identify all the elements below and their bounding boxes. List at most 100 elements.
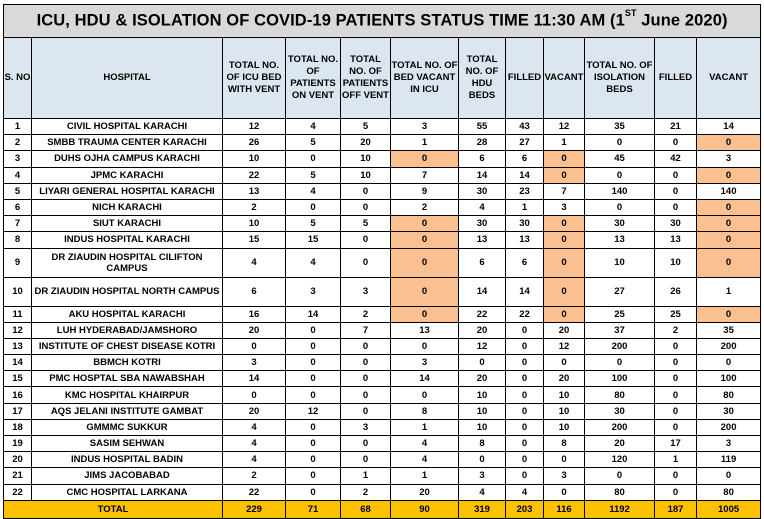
cell-icu-bed-vacant: 0 [390, 386, 459, 404]
header-patients-on-vent: TOTAL NO. OF PATIENTS ON VENT [285, 37, 341, 119]
cell-patients-on-vent: 0 [285, 150, 341, 168]
cell-hdu-filled: 1 [505, 198, 544, 217]
cell-isolation-filled: 13 [654, 231, 697, 249]
cell-icu-beds-with-vent: 22 [222, 483, 286, 501]
cell-patients-on-vent: 0 [285, 337, 341, 356]
table-row: 5 LIYARI GENERAL HOSPITAL KARACHI 13 4 0 9 30 2… [3, 182, 762, 200]
cell-hdu-filled: 14 [505, 276, 544, 307]
cell-isolation-beds: 13 [584, 231, 655, 249]
cell-hdu-filled: 43 [505, 117, 544, 136]
cell-patients-on-vent: 12 [285, 402, 341, 420]
table-row: 8 INDUS HOSPITAL KARACHI 15 15 0 0 13 13 0 13 13 0 [3, 231, 762, 249]
cell-icu-beds-with-vent: 3 [222, 354, 286, 372]
cell-icu-beds-with-vent: 2 [222, 198, 286, 217]
cell-isolation-vacant: 3 [695, 150, 762, 168]
cell-icu-bed-vacant: 1 [390, 134, 459, 152]
cell-hospital: CIVIL HOSPITAL KARACHI [31, 117, 223, 136]
header-sno: S. NO [3, 37, 32, 119]
cell-isolation-beds: 0 [584, 134, 655, 152]
cell-hdu-vacant: 0 [543, 276, 585, 307]
cell-hospital: JIMS JACOBABAD [31, 467, 223, 485]
cell-icu-bed-vacant: 20 [390, 483, 459, 501]
cell-patients-on-vent: 0 [285, 467, 341, 485]
header-icu-bed-vacant: TOTAL NO. OF BED VACANT IN ICU [390, 37, 459, 119]
total-hdu-filled: 203 [505, 499, 544, 519]
cell-patients-off-vent: 0 [340, 354, 391, 372]
cell-hdu-vacant: 0 [543, 483, 585, 501]
cell-hdu-filled: 14 [505, 166, 544, 184]
cell-icu-bed-vacant: 4 [390, 434, 459, 453]
cell-sno: 10 [3, 276, 32, 307]
cell-hdu-beds: 30 [458, 182, 506, 200]
cell-isolation-filled: 0 [654, 467, 697, 485]
cell-sno: 13 [3, 337, 32, 356]
cell-isolation-filled: 30 [654, 215, 697, 233]
cell-patients-on-vent: 3 [285, 276, 341, 307]
cell-icu-beds-with-vent: 14 [222, 370, 286, 388]
cell-icu-bed-vacant: 0 [390, 150, 459, 168]
cell-sno: 12 [3, 321, 32, 339]
cell-icu-beds-with-vent: 0 [222, 386, 286, 404]
header-hospital: HOSPITAL [31, 37, 223, 119]
cell-isolation-vacant: 0 [695, 354, 762, 372]
cell-sno: 3 [3, 150, 32, 168]
table-row: 17 AQS JELANI INSTITUTE GAMBAT 20 12 0 8 10 0 10… [3, 402, 762, 420]
cell-isolation-vacant: 0 [695, 305, 762, 323]
cell-patients-on-vent: 5 [285, 166, 341, 184]
cell-hospital: AKU HOSPITAL KARACHI [31, 305, 223, 323]
cell-isolation-beds: 30 [584, 215, 655, 233]
cell-isolation-filled: 0 [654, 386, 697, 404]
cell-hospital: PMC HOSPTAL SBA NAWABSHAH [31, 370, 223, 388]
cell-isolation-vacant: 0 [695, 166, 762, 184]
cell-isolation-beds: 200 [584, 418, 655, 437]
cell-isolation-beds: 80 [584, 483, 655, 501]
cell-patients-off-vent: 0 [340, 402, 391, 420]
cell-patients-on-vent: 0 [285, 354, 341, 372]
cell-icu-beds-with-vent: 10 [222, 150, 286, 168]
cell-patients-off-vent: 5 [340, 215, 391, 233]
cell-patients-off-vent: 1 [340, 467, 391, 485]
total-row: TOTAL 229 71 68 90 319 203 116 1192 187 1005 [3, 499, 762, 519]
cell-hdu-beds: 30 [458, 215, 506, 233]
cell-isolation-filled: 0 [654, 337, 697, 356]
cell-isolation-filled: 10 [654, 247, 697, 278]
cell-patients-off-vent: 5 [340, 117, 391, 136]
cell-hdu-vacant: 10 [543, 386, 585, 404]
cell-hdu-beds: 4 [458, 483, 506, 501]
cell-isolation-filled: 0 [654, 166, 697, 184]
cell-icu-bed-vacant: 3 [390, 117, 459, 136]
cell-hdu-vacant: 8 [543, 434, 585, 453]
cell-hospital: CMC HOSPITAL LARKANA [31, 483, 223, 501]
cell-hdu-vacant: 3 [543, 467, 585, 485]
cell-isolation-vacant: 3 [695, 434, 762, 453]
table-row: 20 INDUS HOSPITAL BADIN 4 0 0 4 0 0 0 120 1 119 [3, 451, 762, 469]
cell-hdu-filled: 27 [505, 134, 544, 152]
cell-hdu-beds: 4 [458, 198, 506, 217]
cell-hdu-vacant: 10 [543, 418, 585, 437]
cell-hdu-vacant: 1 [543, 134, 585, 152]
cell-patients-on-vent: 14 [285, 305, 341, 323]
cell-isolation-filled: 42 [654, 150, 697, 168]
cell-isolation-vacant: 0 [695, 215, 762, 233]
cell-isolation-beds: 120 [584, 451, 655, 469]
table-row: 15 PMC HOSPTAL SBA NAWABSHAH 14 0 0 14 20 0 20 10… [3, 370, 762, 388]
header-isolation-beds: TOTAL NO. OF ISOLATION BEDS [584, 37, 655, 119]
cell-hdu-vacant: 12 [543, 337, 585, 356]
cell-hdu-filled: 0 [505, 386, 544, 404]
cell-isolation-filled: 25 [654, 305, 697, 323]
cell-hdu-filled: 13 [505, 231, 544, 249]
cell-icu-bed-vacant: 7 [390, 166, 459, 184]
cell-isolation-beds: 27 [584, 276, 655, 307]
cell-sno: 20 [3, 451, 32, 469]
cell-hdu-filled: 6 [505, 150, 544, 168]
cell-hdu-vacant: 0 [543, 150, 585, 168]
total-patients-on-vent: 71 [285, 499, 341, 519]
table-row: 22 CMC HOSPITAL LARKANA 22 0 2 20 4 4 0 80 0 80 [3, 483, 762, 501]
cell-hdu-filled: 0 [505, 337, 544, 356]
cell-patients-on-vent: 4 [285, 182, 341, 200]
cell-icu-bed-vacant: 0 [390, 305, 459, 323]
cell-isolation-beds: 0 [584, 467, 655, 485]
cell-hdu-beds: 0 [458, 354, 506, 372]
header-hdu-filled: FILLED [505, 37, 544, 119]
cell-isolation-vacant: 30 [695, 402, 762, 420]
